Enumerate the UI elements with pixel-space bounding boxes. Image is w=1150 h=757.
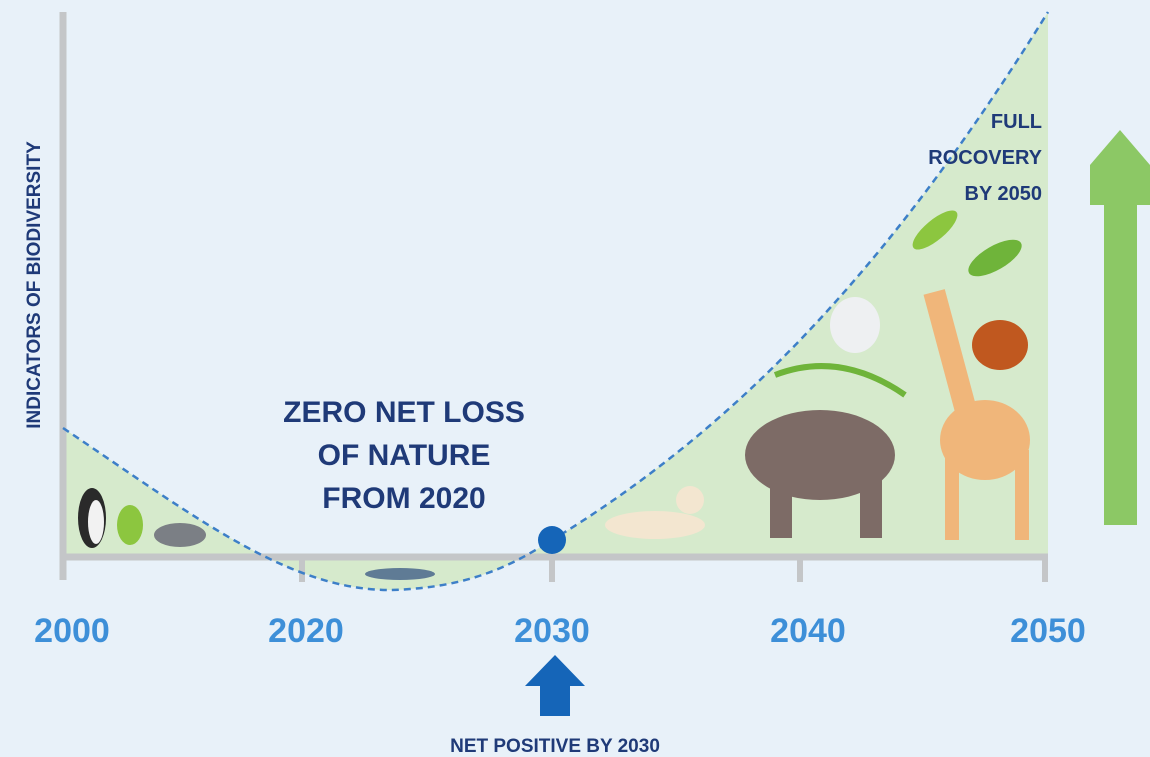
annotation: NET POSITIVE BY 2030 [450,736,660,757]
x-ticks [299,557,1048,582]
animals [78,210,1030,580]
annotation-line: ZERO NET LOSS [283,396,525,429]
annotation-line: BY 2050 [965,183,1042,205]
annotation-line: OF NATURE [318,439,491,472]
annotation-line: FROM 2020 [322,482,485,515]
annotation-line: FULL [991,111,1042,133]
x-label: 2040 [770,612,846,650]
up-arrow [525,655,585,716]
x-label: 2030 [514,612,590,650]
annotation-line: ROCOVERY [928,147,1042,169]
x-label: 2000 [34,612,110,650]
x-label: 2050 [1010,612,1086,650]
milestone-dot [538,526,566,554]
x-label: 2020 [268,612,344,650]
y-axis-label: INDICATORS OF BIODIVERSITY [24,141,45,429]
recovery-arrow [1090,130,1150,525]
